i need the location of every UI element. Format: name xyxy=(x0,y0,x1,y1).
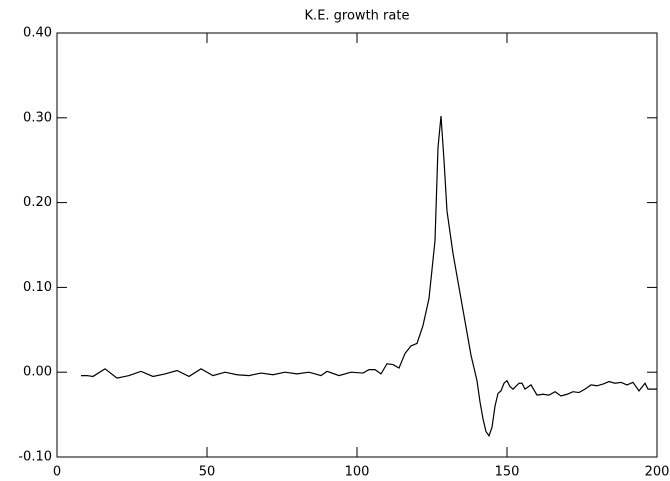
x-tick-label: 50 xyxy=(199,465,216,480)
y-tick-label: 0.40 xyxy=(23,26,52,41)
y-tick-label: 0.10 xyxy=(23,280,52,295)
y-tick-label: 0.00 xyxy=(23,365,52,380)
y-tick-label: 0.20 xyxy=(23,195,52,210)
x-tick-label: 0 xyxy=(53,465,61,480)
plot-frame xyxy=(56,32,658,458)
x-tick-label: 150 xyxy=(495,465,520,480)
data-line xyxy=(81,116,657,438)
y-tick-label: 0.30 xyxy=(23,110,52,125)
y-tick-label: -0.10 xyxy=(18,450,52,465)
x-tick-label: 200 xyxy=(645,465,670,480)
x-tick-label: 100 xyxy=(345,465,370,480)
chart-title: K.E. growth rate xyxy=(305,9,410,24)
